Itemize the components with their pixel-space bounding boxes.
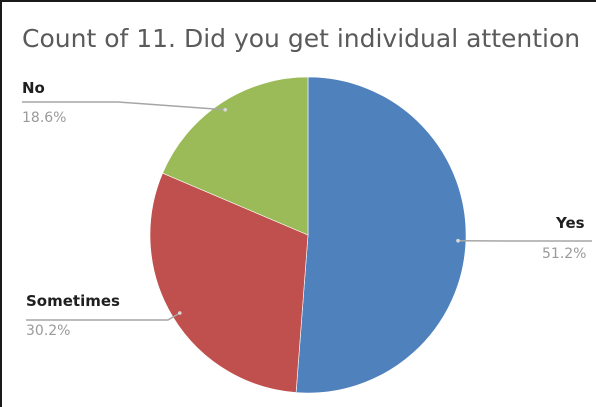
leader-lines (22, 101, 592, 321)
leader-dot-no (223, 108, 227, 112)
leader-line-sometimes (26, 312, 181, 321)
data-label-yes: 51.2% (542, 246, 586, 262)
leader-line-no (22, 101, 226, 111)
frame-border-top (0, 0, 596, 2)
leader-dot-yes (456, 238, 460, 243)
chart-title: Count of 11. Did you get individual atte… (22, 24, 580, 53)
leader-dot-sometimes (178, 311, 182, 315)
category-label-no: No (22, 79, 45, 97)
frame-border-left (0, 0, 2, 407)
pie-slice-yes (295, 76, 467, 394)
data-label-no: 18.6% (22, 110, 66, 126)
category-label-yes: Yes (555, 214, 585, 232)
category-label-sometimes: Sometimes (26, 292, 120, 310)
data-label-sometimes: 30.2% (26, 323, 70, 339)
pie-slices (149, 76, 467, 394)
pie-slice-no (162, 76, 309, 236)
